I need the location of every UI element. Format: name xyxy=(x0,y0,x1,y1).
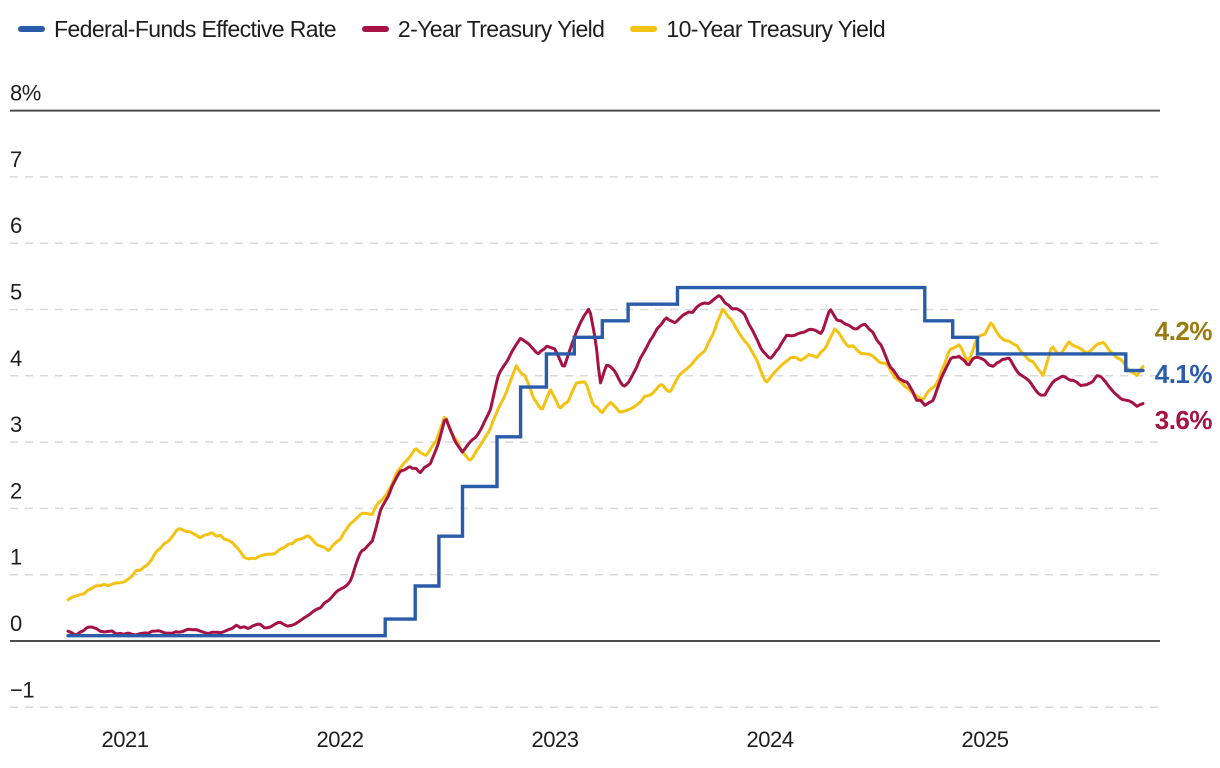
x-tick-label: 2025 xyxy=(962,727,1009,752)
series-line-0 xyxy=(66,285,1145,638)
y-tick-label: 6 xyxy=(10,213,22,238)
y-tick-label: 2 xyxy=(10,478,22,503)
legend-swatch-fed-funds-icon xyxy=(18,26,45,32)
chart-legend: Federal-Funds Effective Rate 2-Year Trea… xyxy=(18,15,886,43)
y-tick-label: 3 xyxy=(10,412,22,437)
legend-item-10yr: 10-Year Treasury Yield xyxy=(630,15,886,43)
legend-label-2yr: 2-Year Treasury Yield xyxy=(397,16,605,42)
legend-label-fed-funds: Federal-Funds Effective Rate xyxy=(54,16,337,42)
end-label-2yr-value: 3.6% xyxy=(1154,405,1213,435)
legend-swatch-2yr-icon xyxy=(361,26,389,32)
y-tick-label: 5 xyxy=(10,280,22,305)
end-label-fed-funds-value: 4.1% xyxy=(1154,359,1213,389)
series-line-1 xyxy=(66,294,1145,637)
legend-label-10yr: 10-Year Treasury Yield xyxy=(666,16,886,42)
x-tick-label: 2024 xyxy=(747,727,794,752)
y-tick-label: 4 xyxy=(10,346,22,371)
y-tick-label: −1 xyxy=(10,677,34,702)
x-tick-label: 2021 xyxy=(102,727,149,752)
y-tick-label: 1 xyxy=(10,545,22,570)
legend-item-2yr: 2-Year Treasury Yield xyxy=(361,15,605,43)
series-line-2 xyxy=(66,307,1145,602)
end-label-10yr-value: 4.2% xyxy=(1154,316,1213,346)
x-tick-label: 2022 xyxy=(317,727,364,752)
legend-swatch-10yr-icon xyxy=(630,26,658,32)
x-tick-label: 2023 xyxy=(532,727,579,752)
legend-item-fed-funds: Federal-Funds Effective Rate xyxy=(18,15,337,43)
y-tick-label: 0 xyxy=(10,611,22,636)
y-tick-label: 8% xyxy=(10,81,41,106)
y-tick-label: 7 xyxy=(10,147,22,172)
